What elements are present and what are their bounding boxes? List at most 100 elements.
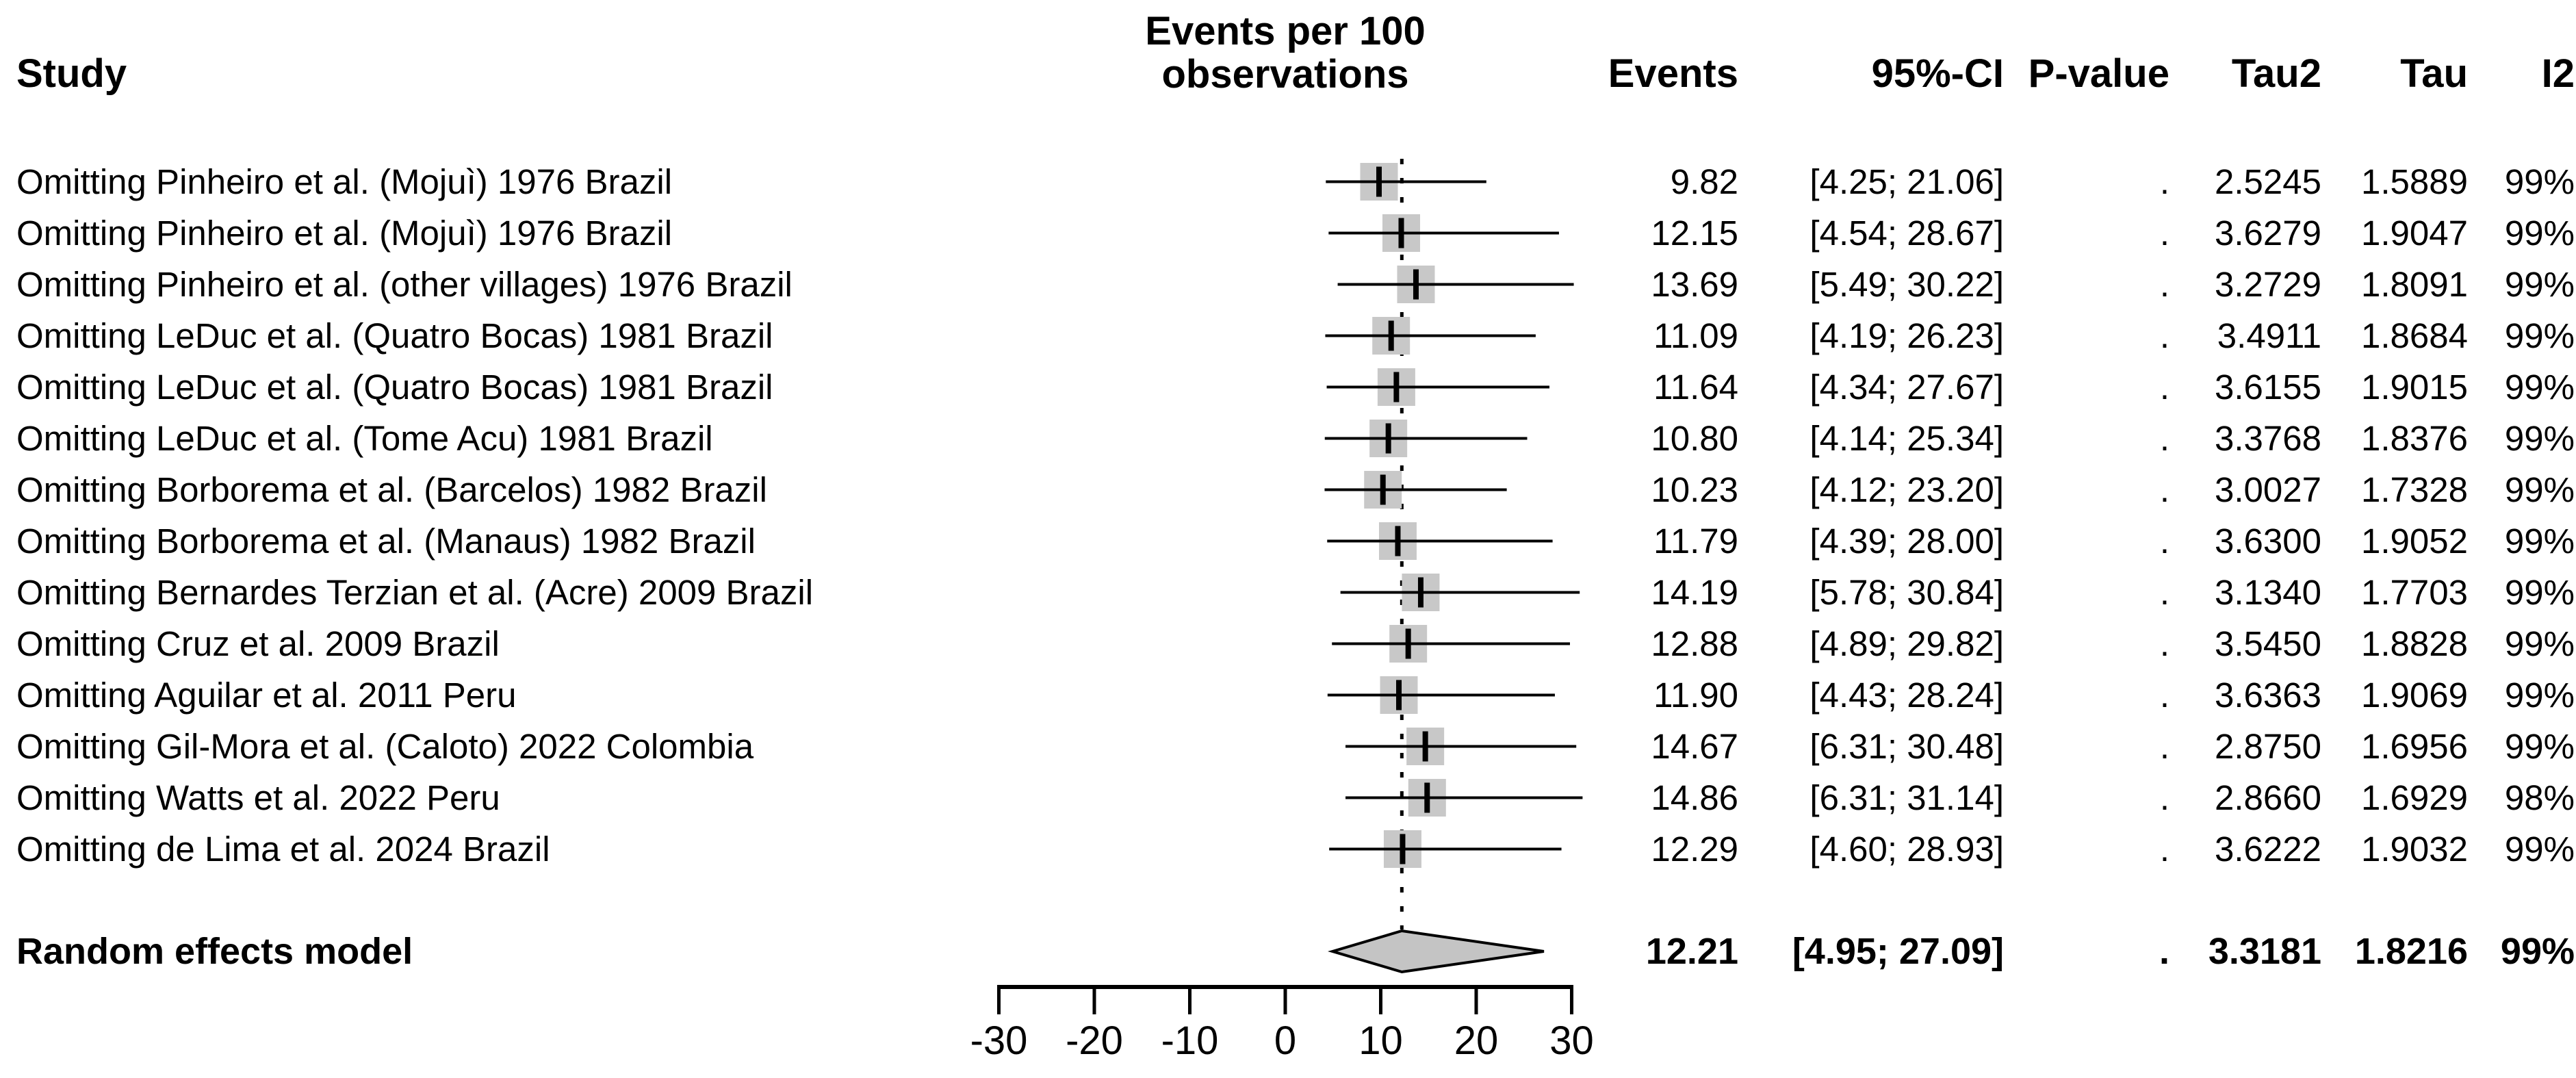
x-axis-tick-label: -20 xyxy=(1066,1018,1123,1063)
study-tau2: 2.5245 xyxy=(2215,162,2321,201)
study-i2: 99% xyxy=(2504,522,2575,561)
table-row: Omitting Pinheiro et al. (Mojuì) 1976 Br… xyxy=(0,207,2576,259)
estimate-tick xyxy=(1380,474,1386,505)
study-i2: 99% xyxy=(2504,265,2575,304)
column-header-tau: Tau xyxy=(2400,51,2468,96)
estimate-tick xyxy=(1413,269,1419,300)
column-header-events: Events xyxy=(1608,51,1738,96)
column-header-ci: 95%-CI xyxy=(1871,51,2004,96)
study-pvalue: . xyxy=(2159,214,2169,253)
study-label: Omitting Pinheiro et al. (Mojuì) 1976 Br… xyxy=(16,214,673,253)
study-events: 10.80 xyxy=(1651,419,1738,458)
study-i2: 99% xyxy=(2504,470,2575,509)
study-label: Omitting Borborema et al. (Barcelos) 198… xyxy=(16,470,767,509)
study-i2: 99% xyxy=(2504,419,2575,458)
estimate-tick xyxy=(1395,526,1401,556)
summary-pvalue: . xyxy=(2159,931,2169,972)
study-tau2: 3.2729 xyxy=(2215,265,2321,304)
study-pvalue: . xyxy=(2159,573,2169,612)
study-tau: 1.9032 xyxy=(2361,830,2468,869)
table-row: Omitting Aguilar et al. 2011 Peru 11.90 [4… xyxy=(0,669,2576,721)
study-tau2: 3.6279 xyxy=(2215,214,2321,253)
summary-row: Random effects model 12.21 [4.95; 27.09]… xyxy=(0,924,2576,979)
estimate-tick xyxy=(1405,628,1411,659)
study-label: Omitting Cruz et al. 2009 Brazil xyxy=(16,624,500,663)
study-tau2: 3.6300 xyxy=(2215,522,2321,561)
x-axis-tick-label: 30 xyxy=(1549,1018,1594,1063)
summary-label: Random effects model xyxy=(16,931,413,972)
study-tau: 1.5889 xyxy=(2361,162,2468,201)
study-label: Omitting Borborema et al. (Manaus) 1982 … xyxy=(16,522,756,561)
study-pvalue: . xyxy=(2159,419,2169,458)
study-tau: 1.9052 xyxy=(2361,522,2468,561)
x-axis-tick-label: -10 xyxy=(1161,1018,1219,1063)
study-ci: [4.14; 25.34] xyxy=(1809,419,2004,458)
study-events: 9.82 xyxy=(1670,162,1738,201)
study-i2: 99% xyxy=(2504,573,2575,612)
estimate-tick xyxy=(1422,731,1428,762)
study-tau2: 3.5450 xyxy=(2215,624,2321,663)
study-i2: 99% xyxy=(2504,624,2575,663)
study-events: 13.69 xyxy=(1651,265,1738,304)
column-header-tau2: Tau2 xyxy=(2231,51,2321,96)
study-label: Omitting Watts et al. 2022 Peru xyxy=(16,778,500,817)
study-events: 11.90 xyxy=(1653,676,1738,715)
table-row: Omitting LeDuc et al. (Tome Acu) 1981 Br… xyxy=(0,413,2576,464)
study-tau2: 2.8660 xyxy=(2215,778,2321,817)
study-ci: [4.39; 28.00] xyxy=(1809,522,2004,561)
summary-tau2: 3.3181 xyxy=(2208,931,2321,972)
study-pvalue: . xyxy=(2159,368,2169,407)
study-tau2: 2.8750 xyxy=(2215,727,2321,766)
study-events: 10.23 xyxy=(1651,470,1738,509)
effect-measure-line1: Events per 100 xyxy=(1145,9,1426,53)
study-pvalue: . xyxy=(2159,316,2169,355)
study-i2: 99% xyxy=(2504,162,2575,201)
study-tau: 1.9047 xyxy=(2361,214,2468,253)
study-events: 12.29 xyxy=(1651,830,1738,869)
estimate-tick xyxy=(1393,372,1400,402)
study-pvalue: . xyxy=(2159,624,2169,663)
study-events: 14.86 xyxy=(1651,778,1738,817)
study-events: 11.64 xyxy=(1653,368,1738,407)
study-events: 11.79 xyxy=(1653,522,1738,561)
study-i2: 99% xyxy=(2504,316,2575,355)
study-pvalue: . xyxy=(2159,522,2169,561)
study-ci: [4.34; 27.67] xyxy=(1809,368,2004,407)
study-i2: 99% xyxy=(2504,676,2575,715)
study-events: 12.88 xyxy=(1651,624,1738,663)
study-pvalue: . xyxy=(2159,265,2169,304)
summary-i2: 99% xyxy=(2500,931,2575,972)
estimate-tick xyxy=(1396,680,1402,710)
study-ci: [5.49; 30.22] xyxy=(1809,265,2004,304)
study-tau: 1.9015 xyxy=(2361,368,2468,407)
estimate-tick xyxy=(1388,320,1394,351)
study-label: Omitting Pinheiro et al. (Mojuì) 1976 Br… xyxy=(16,162,673,201)
study-pvalue: . xyxy=(2159,162,2169,201)
study-label: Omitting Aguilar et al. 2011 Peru xyxy=(16,676,517,715)
study-tau2: 3.6363 xyxy=(2215,676,2321,715)
estimate-tick xyxy=(1385,423,1391,454)
study-ci: [4.19; 26.23] xyxy=(1809,316,2004,355)
summary-events: 12.21 xyxy=(1645,931,1738,972)
study-ci: [4.89; 29.82] xyxy=(1809,624,2004,663)
column-header-i2: I2 xyxy=(2541,51,2575,96)
study-events: 11.09 xyxy=(1653,316,1738,355)
column-header-pvalue: P-value xyxy=(2028,51,2169,96)
study-i2: 99% xyxy=(2504,727,2575,766)
study-ci: [5.78; 30.84] xyxy=(1809,573,2004,612)
study-tau: 1.7328 xyxy=(2361,470,2468,509)
column-header-study: Study xyxy=(16,51,127,96)
effect-measure-line2: observations xyxy=(1161,52,1409,97)
table-row: Omitting Borborema et al. (Barcelos) 198… xyxy=(0,464,2576,515)
study-label: Omitting Bernardes Terzian et al. (Acre)… xyxy=(16,573,814,612)
study-ci: [4.25; 21.06] xyxy=(1809,162,2004,201)
study-i2: 98% xyxy=(2504,778,2575,817)
table-row: Omitting Bernardes Terzian et al. (Acre)… xyxy=(0,567,2576,618)
study-ci: [4.54; 28.67] xyxy=(1809,214,2004,253)
table-row: Omitting Watts et al. 2022 Peru 14.86 [6.3… xyxy=(0,772,2576,823)
study-events: 14.19 xyxy=(1651,573,1738,612)
study-label: Omitting LeDuc et al. (Tome Acu) 1981 Br… xyxy=(16,419,713,458)
study-i2: 99% xyxy=(2504,830,2575,869)
study-pvalue: . xyxy=(2159,830,2169,869)
